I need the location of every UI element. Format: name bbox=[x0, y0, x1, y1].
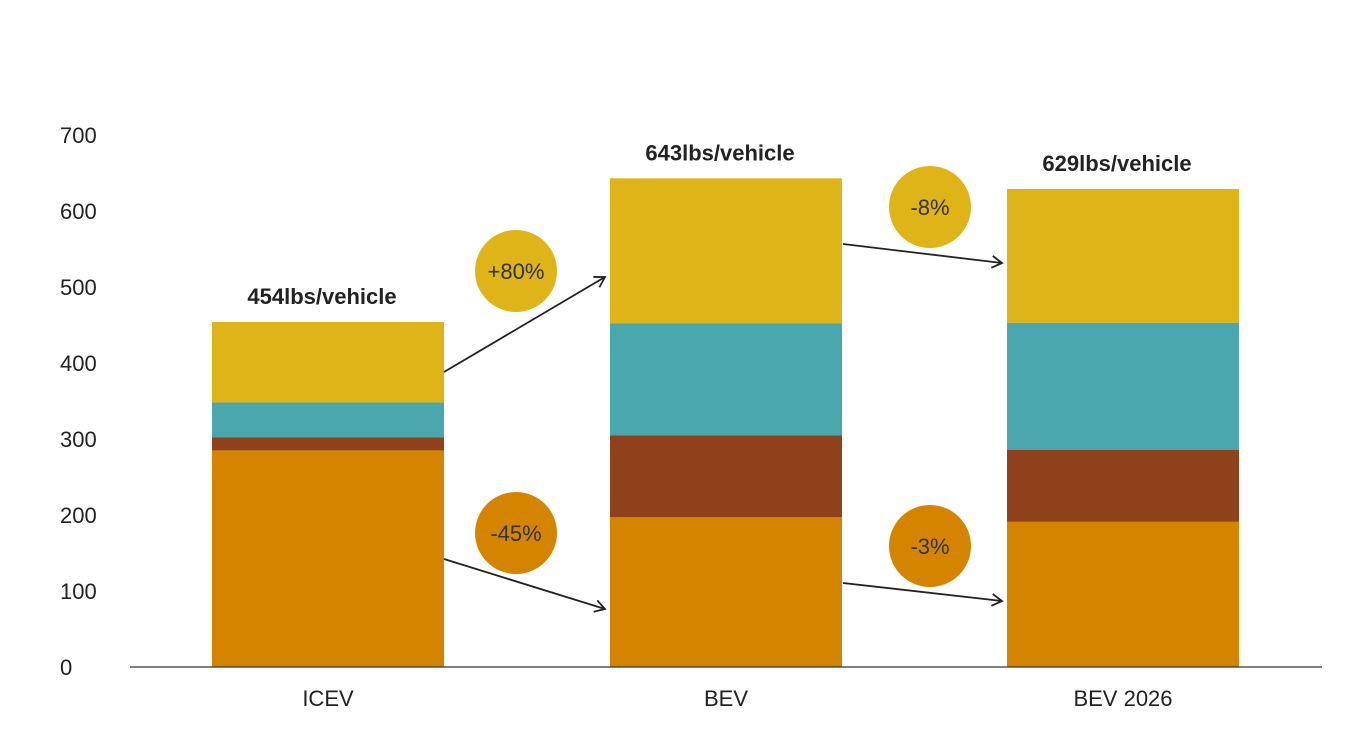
bar-segment bbox=[212, 402, 444, 438]
change-badges: +80% -45% -8% -3% bbox=[475, 166, 971, 587]
change-arrows bbox=[443, 243, 1004, 613]
y-tick-label: 500 bbox=[60, 275, 97, 300]
change-badge-label: -8% bbox=[910, 195, 949, 220]
bar-segment bbox=[212, 450, 444, 667]
y-tick-label: 100 bbox=[60, 579, 97, 604]
bar-segment bbox=[1007, 521, 1239, 667]
change-badge bbox=[475, 492, 557, 574]
y-tick-label: 200 bbox=[60, 503, 97, 528]
change-arrow bbox=[443, 558, 607, 613]
y-tick-label: 400 bbox=[60, 351, 97, 376]
total-label: 643lbs/vehicle bbox=[645, 140, 794, 165]
bar-segment bbox=[610, 323, 842, 436]
change-badge-label: +80% bbox=[488, 259, 545, 284]
bar-segment bbox=[1007, 449, 1239, 522]
x-tick-label: BEV bbox=[704, 686, 748, 711]
y-tick-label: 600 bbox=[60, 199, 97, 224]
bar-segment bbox=[610, 435, 842, 518]
bars bbox=[212, 178, 1239, 667]
change-badge bbox=[475, 230, 557, 312]
change-arrow bbox=[443, 276, 607, 373]
change-arrow bbox=[842, 243, 1004, 269]
change-badge-label: -45% bbox=[490, 521, 541, 546]
bar-segment bbox=[1007, 322, 1239, 450]
y-tick-label: 0 bbox=[60, 655, 72, 680]
bar-segment bbox=[212, 437, 444, 451]
change-badge-label: -3% bbox=[910, 534, 949, 559]
change-badge bbox=[889, 505, 971, 587]
total-label: 629lbs/vehicle bbox=[1042, 151, 1191, 176]
y-tick-label: 300 bbox=[60, 427, 97, 452]
change-arrow bbox=[842, 582, 1004, 607]
x-tick-label: ICEV bbox=[302, 686, 354, 711]
bar-segment bbox=[610, 517, 842, 667]
change-badge bbox=[889, 166, 971, 248]
bar-segment bbox=[212, 321, 444, 403]
y-tick-label: 700 bbox=[60, 123, 97, 148]
bar-segment bbox=[610, 178, 842, 324]
x-axis: ICEV BEV BEV 2026 bbox=[302, 686, 1172, 711]
x-tick-label: BEV 2026 bbox=[1073, 686, 1172, 711]
total-label: 454lbs/vehicle bbox=[247, 284, 396, 309]
bar-segment bbox=[1007, 188, 1239, 323]
y-axis: 0 100 200 300 400 500 600 700 bbox=[60, 123, 97, 680]
total-labels: 454lbs/vehicle 643lbs/vehicle 629lbs/vehic… bbox=[247, 140, 1191, 309]
